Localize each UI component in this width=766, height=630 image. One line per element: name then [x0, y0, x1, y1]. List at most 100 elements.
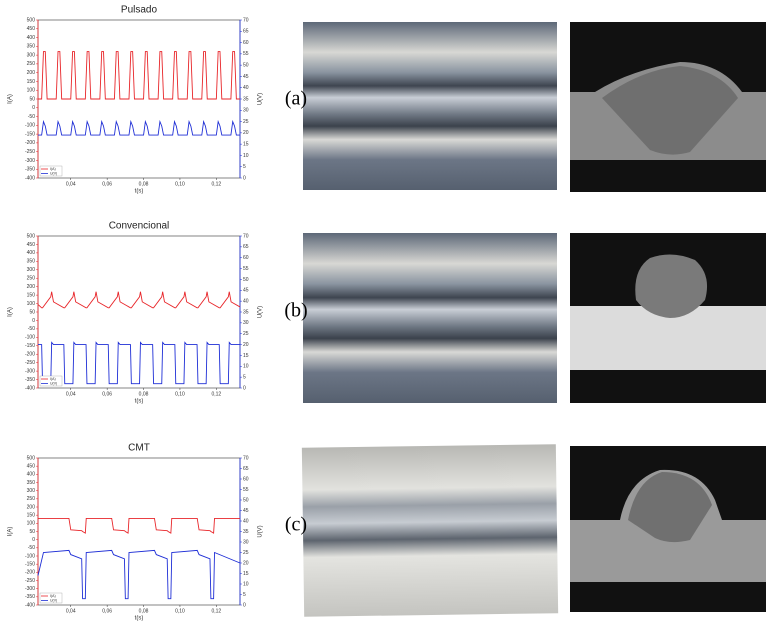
x-axis-label: t(s) — [135, 399, 144, 405]
y2-axis-label: U(V) — [258, 306, 264, 318]
x-tick-label: 0,04 — [66, 181, 76, 187]
y-tick-label: 500 — [27, 233, 36, 239]
series-line — [38, 517, 240, 534]
legend-box — [39, 165, 63, 177]
y-tick-label: 200 — [27, 70, 36, 76]
y-tick-label: -100 — [25, 123, 35, 129]
y-tick-label: -150 — [25, 343, 35, 349]
y-tick-label: 300 — [27, 52, 36, 58]
y2-tick-label: 35 — [243, 96, 249, 102]
y-tick-label: 100 — [27, 301, 36, 307]
y2-tick-label: 15 — [243, 353, 249, 359]
y-tick-label: -300 — [25, 586, 35, 592]
y-tick-label: 350 — [27, 44, 36, 50]
legend-box — [39, 375, 63, 387]
y-tick-label: 100 — [27, 521, 36, 527]
y-tick-label: 400 — [27, 472, 36, 478]
y2-axis-label: U(V) — [258, 93, 264, 105]
panel-label: (b) — [284, 300, 307, 322]
y2-tick-label: 65 — [243, 466, 249, 472]
y2-tick-label: 35 — [243, 309, 249, 315]
y2-tick-label: 35 — [243, 529, 249, 535]
x-tick-label: 0,12 — [211, 391, 221, 397]
y2-tick-label: 40 — [243, 298, 249, 304]
y-tick-label: 450 — [27, 26, 36, 32]
x-tick-label: 0,10 — [175, 181, 185, 187]
y-tick-label: -300 — [25, 158, 35, 164]
y-axis-label: I(A) — [8, 527, 14, 537]
x-tick-label: 0,06 — [102, 181, 112, 187]
y2-tick-label: 10 — [243, 581, 249, 587]
y-tick-label: 350 — [27, 259, 36, 265]
x-tick-label: 0,08 — [139, 181, 149, 187]
y2-tick-label: 5 — [243, 374, 246, 380]
legend-label: U(V) — [50, 598, 57, 602]
legend-label: U(V) — [50, 171, 57, 175]
x-tick-label: 0,06 — [102, 391, 112, 397]
y2-tick-label: 15 — [243, 571, 249, 577]
macro-a — [570, 22, 766, 192]
y2-tick-label: 70 — [243, 233, 249, 239]
y2-tick-label: 60 — [243, 40, 249, 46]
x-tick-label: 0,04 — [66, 608, 76, 614]
series-line — [38, 51, 240, 100]
chart-title: Pulsado — [121, 5, 158, 16]
y-tick-label: -150 — [25, 131, 35, 137]
x-tick-label: 0,04 — [66, 391, 76, 397]
y-tick-label: -100 — [25, 335, 35, 341]
panel-label: (c) — [285, 514, 307, 536]
photo-top-c — [301, 444, 559, 617]
plot-frame — [37, 457, 241, 606]
y-tick-label: 250 — [27, 496, 36, 502]
y2-tick-label: 50 — [243, 497, 249, 503]
y-tick-label: -150 — [25, 561, 35, 567]
y2-tick-label: 65 — [243, 244, 249, 250]
y2-tick-label: 10 — [243, 153, 249, 159]
y2-tick-label: 45 — [243, 288, 249, 294]
y-tick-label: -250 — [25, 360, 35, 366]
y-tick-label: 150 — [27, 79, 36, 85]
y-tick-label: -350 — [25, 594, 35, 600]
photo-top-a — [303, 22, 557, 190]
y-tick-label: 450 — [27, 242, 36, 248]
y-tick-label: -300 — [25, 368, 35, 374]
y-tick-label: -350 — [25, 377, 35, 383]
y-tick-label: 500 — [27, 455, 36, 461]
x-axis-label: t(s) — [135, 189, 144, 195]
y-tick-label: 500 — [27, 17, 36, 23]
macro-b — [570, 233, 766, 403]
y2-tick-label: 50 — [243, 277, 249, 283]
y2-tick-label: 0 — [243, 175, 246, 181]
y-tick-label: -250 — [25, 578, 35, 584]
chart-title: Convencional — [109, 221, 170, 232]
y-tick-label: 50 — [29, 96, 35, 102]
y-tick-label: -250 — [25, 149, 35, 155]
y2-tick-label: 55 — [243, 487, 249, 493]
legend-box — [39, 592, 63, 604]
y2-tick-label: 25 — [243, 550, 249, 556]
y-tick-label: 0 — [32, 105, 35, 111]
y-tick-label: 350 — [27, 480, 36, 486]
macro-c — [570, 446, 766, 612]
series-line — [37, 291, 241, 309]
series-line — [37, 549, 241, 600]
y-tick-label: -200 — [25, 570, 35, 576]
y-tick-label: 450 — [27, 463, 36, 469]
y2-tick-label: 55 — [243, 51, 249, 57]
y2-tick-label: 0 — [243, 385, 246, 391]
y2-tick-label: 50 — [243, 62, 249, 68]
y2-tick-label: 45 — [243, 508, 249, 514]
panel-label: (a) — [285, 88, 307, 110]
y-tick-label: -400 — [25, 602, 35, 608]
x-axis-label: t(s) — [135, 616, 144, 622]
y-tick-label: 400 — [27, 35, 36, 41]
y2-tick-label: 20 — [243, 342, 249, 348]
y2-tick-label: 30 — [243, 539, 249, 545]
y2-tick-label: 70 — [243, 455, 249, 461]
y2-tick-label: 40 — [243, 518, 249, 524]
y2-tick-label: 30 — [243, 320, 249, 326]
y2-tick-label: 70 — [243, 17, 249, 23]
y-tick-label: -50 — [28, 114, 35, 120]
x-tick-label: 0,06 — [102, 608, 112, 614]
